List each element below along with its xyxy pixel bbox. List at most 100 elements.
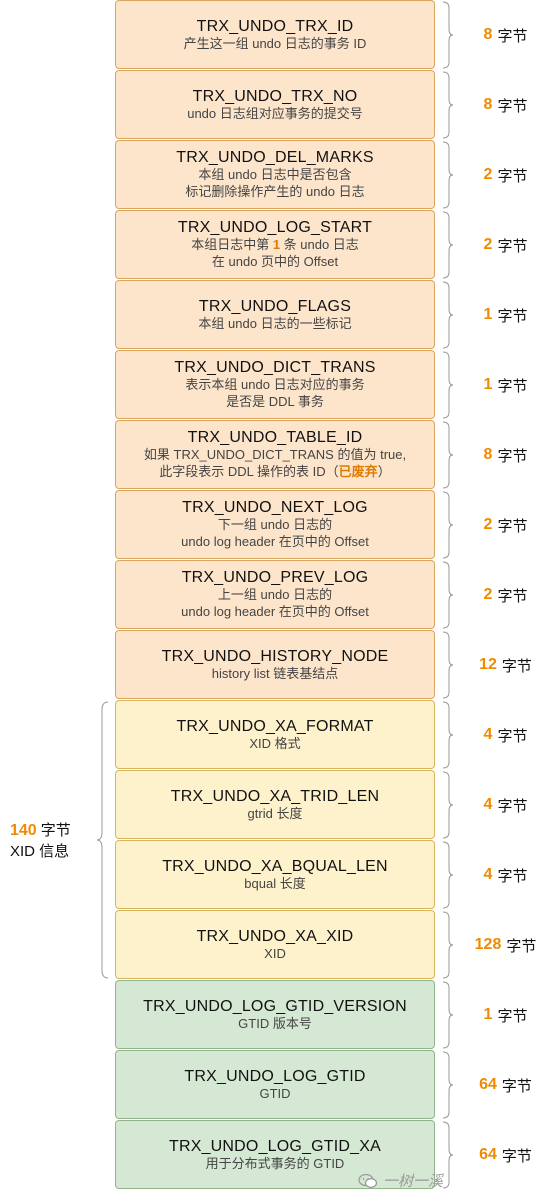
field-box: TRX_UNDO_LOG_GTID GTID (115, 1050, 435, 1119)
size-brace (442, 701, 454, 769)
field-description: GTID 版本号 (238, 1015, 312, 1032)
field-size: 64 字节 (460, 1120, 551, 1190)
field-size-number: 64 (479, 1076, 497, 1093)
size-brace (442, 911, 454, 979)
size-brace (442, 421, 454, 489)
field-description: 上一组 undo 日志的 (218, 586, 332, 603)
size-brace (442, 71, 454, 139)
field-size-unit: 字节 (497, 307, 528, 325)
field-size: 2 字节 (460, 210, 551, 280)
size-brace (442, 841, 454, 909)
field-row: TRX_UNDO_NEXT_LOG 下一组 undo 日志的 undo log he… (0, 490, 551, 560)
field-size-unit: 字节 (501, 657, 532, 675)
watermark: 一树一溪 (358, 1170, 443, 1191)
field-box: TRX_UNDO_XA_BQUAL_LEN bqual 长度 (115, 840, 435, 909)
field-name: TRX_UNDO_LOG_START (177, 219, 373, 236)
description-text: 用于分布式事务的 GTID (205, 1155, 345, 1171)
description-text: 本组日志中第 (191, 237, 273, 252)
field-name: TRX_UNDO_LOG_GTID_XA (168, 1137, 382, 1155)
description-text: 产生这一组 undo 日志的事务 ID (183, 35, 367, 51)
size-brace (442, 491, 454, 559)
field-size-unit: 字节 (506, 937, 537, 955)
description-text: bqual 长度 (244, 875, 306, 891)
description-text: 是否是 DDL 事务 (226, 394, 324, 409)
field-description: 本组 undo 日志中是否包含 (198, 166, 351, 183)
field-description: gtrid 长度 (248, 805, 303, 822)
field-size-number: 2 (483, 236, 493, 253)
field-size-number: 12 (479, 656, 497, 673)
size-brace (442, 981, 454, 1049)
field-size-number: 2 (483, 516, 493, 533)
description-text: XID 格式 (249, 735, 301, 751)
description-text: 标记删除操作产生的 undo 日志 (185, 184, 365, 199)
field-name: TRX_UNDO_XA_XID (196, 927, 354, 945)
field-box: TRX_UNDO_TABLE_ID 如果 TRX_UNDO_DICT_TRANS … (115, 420, 435, 489)
field-description: XID (264, 945, 286, 962)
description-text: 上一组 undo 日志的 (217, 587, 333, 602)
field-row: TRX_UNDO_XA_TRID_LEN gtrid 长度 4 字节 (0, 770, 551, 840)
field-description: 表示本组 undo 日志对应的事务 (185, 376, 364, 393)
field-size-number: 8 (483, 446, 493, 463)
field-box: TRX_UNDO_DEL_MARKS 本组 undo 日志中是否包含 标记删除操作产… (115, 140, 435, 209)
field-size-unit: 字节 (497, 587, 528, 605)
xid-group-label: 140 字节 XID 信息 (10, 820, 105, 862)
description-text: 表示本组 undo 日志对应的事务 (185, 377, 365, 392)
size-brace (442, 211, 454, 279)
field-size-number: 1 (483, 306, 493, 323)
wechat-icon (358, 1173, 378, 1188)
size-brace (442, 281, 454, 349)
field-size-unit: 字节 (497, 237, 528, 255)
field-row: TRX_UNDO_DEL_MARKS 本组 undo 日志中是否包含 标记删除操作产… (0, 140, 551, 210)
field-size-number: 1 (483, 1006, 493, 1023)
field-size-number: 4 (483, 866, 493, 883)
field-size-unit: 字节 (497, 167, 528, 185)
field-description: XID 格式 (249, 735, 300, 752)
description-text: undo log header 在页中的 Offset (181, 604, 369, 619)
field-row: TRX_UNDO_LOG_GTID_XA 用于分布式事务的 GTID 64 字节 (0, 1120, 551, 1190)
field-size-unit: 字节 (497, 867, 528, 885)
field-description: 在 undo 页中的 Offset (212, 253, 338, 270)
field-box: TRX_UNDO_LOG_GTID_VERSION GTID 版本号 (115, 980, 435, 1049)
field-box: TRX_UNDO_LOG_GTID_XA 用于分布式事务的 GTID (115, 1120, 435, 1189)
size-brace (442, 1051, 454, 1119)
field-description: undo 日志组对应事务的提交号 (187, 105, 363, 122)
field-description: 产生这一组 undo 日志的事务 ID (184, 35, 367, 52)
size-brace (442, 1121, 454, 1189)
field-size-unit: 字节 (497, 97, 528, 115)
field-size: 1 字节 (460, 280, 551, 350)
description-text: undo log header 在页中的 Offset (181, 534, 369, 549)
field-box: TRX_UNDO_FLAGS 本组 undo 日志的一些标记 (115, 280, 435, 349)
field-description: undo log header 在页中的 Offset (181, 533, 369, 550)
field-description: 下一组 undo 日志的 (218, 516, 332, 533)
description-text: 本组 undo 日志中是否包含 (198, 167, 352, 182)
field-box: TRX_UNDO_XA_TRID_LEN gtrid 长度 (115, 770, 435, 839)
field-row: TRX_UNDO_TRX_NO undo 日志组对应事务的提交号 8 字节 (0, 70, 551, 140)
field-size: 4 字节 (460, 840, 551, 910)
field-size: 4 字节 (460, 770, 551, 840)
description-text: GTID (259, 1085, 291, 1101)
description-text: GTID 版本号 (238, 1015, 312, 1031)
field-description: 此字段表示 DDL 操作的表 ID（已废弃） (159, 463, 390, 480)
description-text: gtrid 长度 (247, 805, 303, 821)
field-row: TRX_UNDO_XA_FORMAT XID 格式 4 字节 (0, 700, 551, 770)
description-text: ） (377, 464, 391, 479)
field-size-unit: 字节 (497, 727, 528, 745)
field-box: TRX_UNDO_LOG_START 本组日志中第 1 条 undo 日志在 un… (115, 210, 435, 279)
field-name: TRX_UNDO_TRX_NO (192, 87, 358, 105)
field-size-unit: 字节 (497, 447, 528, 465)
size-brace (442, 561, 454, 629)
field-size: 1 字节 (460, 350, 551, 420)
size-brace (442, 351, 454, 419)
description-text: 下一组 undo 日志的 (217, 517, 333, 532)
description-text: XID (264, 945, 286, 961)
field-size-number: 8 (483, 26, 493, 43)
field-name: TRX_UNDO_FLAGS (198, 297, 352, 315)
description-highlight: 已废弃 (338, 464, 378, 479)
field-name: TRX_UNDO_XA_BQUAL_LEN (162, 857, 388, 875)
field-box: TRX_UNDO_XA_XID XID (115, 910, 435, 979)
description-text: 条 undo 日志 (280, 237, 359, 252)
size-brace (442, 631, 454, 699)
field-size-number: 2 (483, 166, 493, 183)
field-row: TRX_UNDO_XA_XID XID 128 字节 (0, 910, 551, 980)
field-box: TRX_UNDO_PREV_LOG 上一组 undo 日志的 undo log he… (115, 560, 435, 629)
